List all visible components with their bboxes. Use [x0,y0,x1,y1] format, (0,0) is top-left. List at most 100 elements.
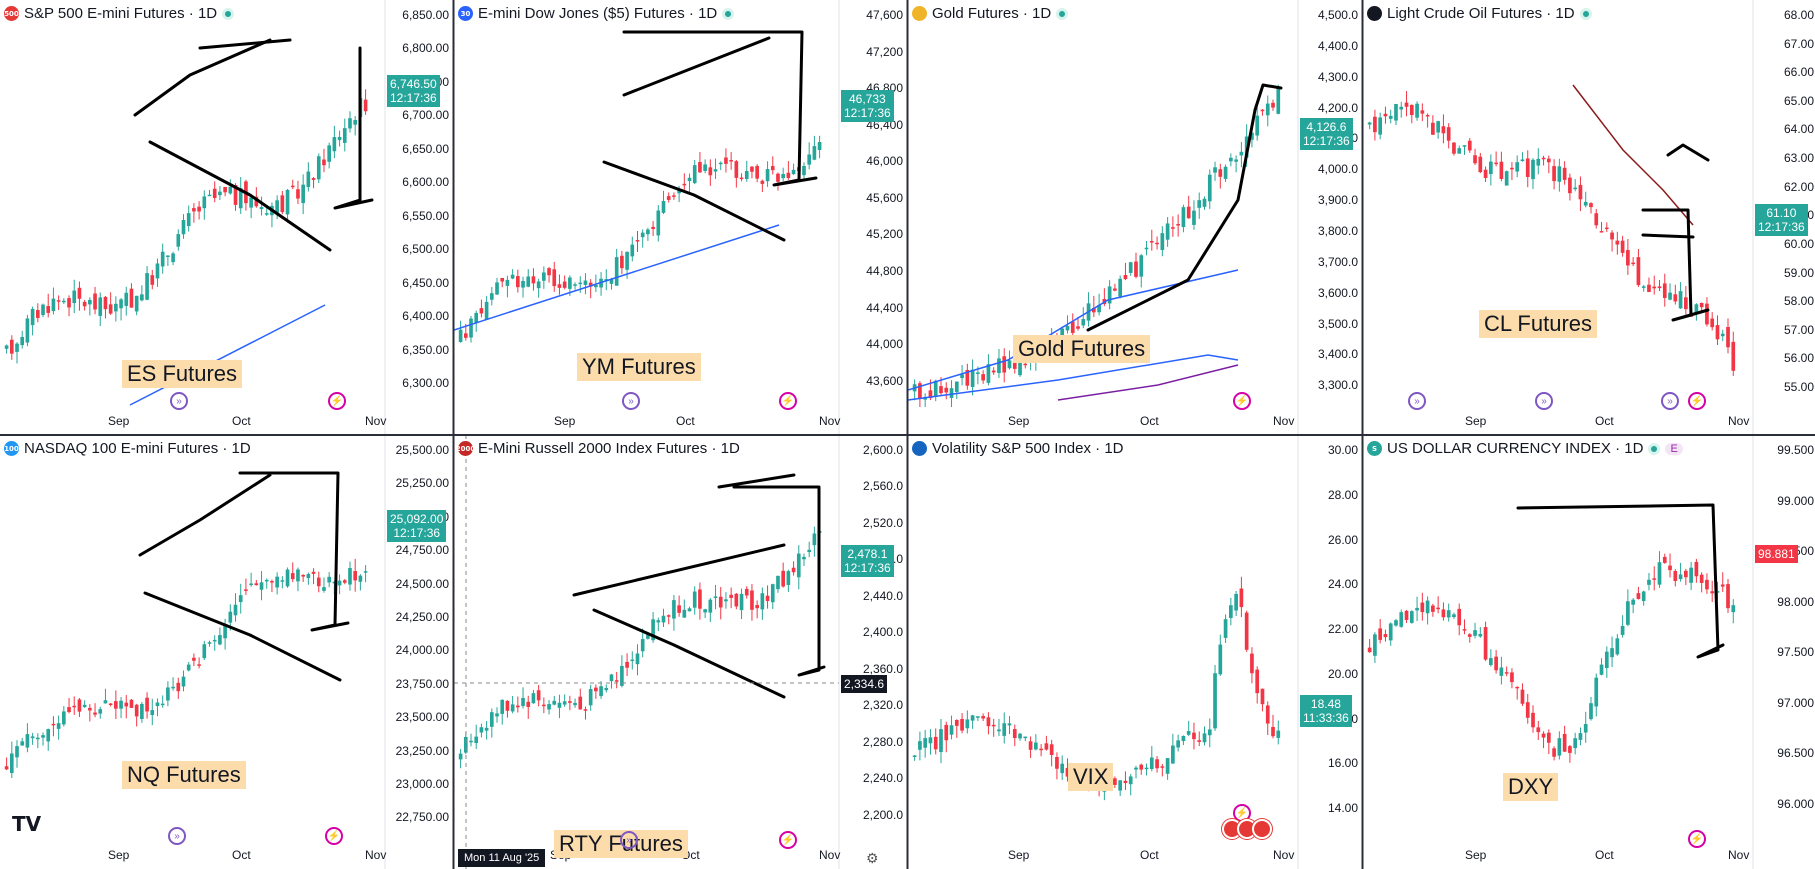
chart-pane-7[interactable]: 30.0028.0026.0024.0022.0020.0018.0016.00… [908,435,1362,869]
symbol-header[interactable]: 2000 E-Mini Russell 2000 Index Futures · … [456,440,740,457]
hand-drawn-annotation [238,471,350,632]
chart-pane-3[interactable]: 4,500.04,400.04,300.04,200.04,100.04,000… [908,0,1362,435]
symbol-icon: 100 [4,441,19,456]
candle [290,179,295,190]
events-lightning-icon[interactable]: ⚡ [328,392,346,410]
replay-forward-icon[interactable]: » [1535,392,1553,410]
symbol-header[interactable]: 100 NASDAQ 100 E-mini Futures · 1D [4,440,251,457]
time-axis-tick: Oct [1595,848,1614,862]
tradingview-logo[interactable]: TV [12,812,42,836]
chart-annotation-label[interactable]: NQ Futures [122,761,246,789]
candlestick-chart[interactable] [1363,0,1815,435]
events-lightning-icon[interactable]: ⚡ [779,831,797,849]
candle [1144,241,1149,256]
price-axis-tick: 25,500.00 [395,443,449,457]
candlestick-chart[interactable] [908,435,1362,869]
time-axis-tick: Nov [1728,848,1750,862]
candle [1250,647,1254,684]
candlestick-chart[interactable] [454,435,907,869]
candle [666,614,671,625]
chart-annotation-label[interactable]: CL Futures [1479,310,1598,338]
replay-forward-icon[interactable]: » [168,827,186,845]
candle [510,269,515,280]
events-lightning-icon[interactable]: ⚡ [1688,830,1706,848]
chart-annotation-label[interactable]: ES Futures [122,360,243,388]
symbol-header[interactable]: Gold Futures · 1D [912,5,1069,22]
market-open-status-icon [1648,442,1661,455]
candle [1060,755,1065,780]
moving-average-line [454,224,780,331]
candle [807,142,812,170]
candle [181,214,186,239]
chart-pane-1[interactable]: 6,850.006,800.006,750.006,700.006,650.00… [0,0,453,435]
price-axis-tick: 2,400.0 [862,625,903,640]
price-axis-tick: 2,320.0 [862,698,903,713]
events-lightning-icon[interactable]: ⚡ [325,827,343,845]
candle [672,192,676,200]
candle [1181,204,1186,233]
candle [949,715,954,740]
candle [1726,578,1730,613]
candle [1546,729,1551,755]
candlestick-chart[interactable] [1363,435,1815,869]
candle [1123,771,1128,791]
chart-pane-4[interactable]: 68.0067.0066.0065.0064.0063.0062.0061.00… [1363,0,1815,435]
candle [218,186,222,201]
symbol-header[interactable]: 30 E-mini Dow Jones ($5) Futures · 1D [458,5,735,22]
candle [98,706,103,719]
candlestick-chart[interactable] [0,435,453,869]
price-axis-tick: 2,600.0 [862,443,903,457]
candle [1731,599,1736,624]
economic-events-flag-icons[interactable] [1222,819,1272,839]
candle [1086,292,1091,327]
candle [1668,553,1672,578]
candlestick-chart[interactable] [0,0,453,435]
events-lightning-icon[interactable]: ⚡ [1688,392,1706,410]
hand-drawn-annotation [622,30,818,187]
replay-forward-icon[interactable]: » [170,392,188,410]
candle [1394,618,1398,627]
candlestick-chart[interactable] [908,0,1362,435]
symbol-header[interactable]: S US DOLLAR CURRENCY INDEX · 1D E [1367,440,1683,457]
candle [526,695,531,719]
chart-annotation-label[interactable]: YM Futures [577,353,701,381]
replay-forward-icon[interactable]: » [620,831,638,849]
candle [1515,686,1520,700]
hand-drawn-annotation [622,36,771,97]
candle [1489,649,1493,667]
last-price-tag: 61.10 12:17:36 [1755,204,1808,236]
candle [72,696,77,715]
candle [202,640,207,661]
candle [521,687,525,709]
candle [301,574,305,582]
candle [353,115,358,136]
symbol-header[interactable]: 500 S&P 500 E-mini Futures · 1D [4,5,235,22]
chart-annotation-label[interactable]: DXY [1503,773,1559,801]
candle [635,644,640,676]
candle [703,159,707,174]
symbol-header[interactable]: Volatility S&P 500 Index · 1D [912,440,1124,457]
replay-forward-icon[interactable]: » [1408,392,1426,410]
chart-pane-5[interactable]: 25,500.0025,250.0025,000.0024,750.0024,5… [0,435,453,869]
symbol-header[interactable]: Light Crude Oil Futures · 1D [1367,5,1592,22]
replay-forward-icon[interactable]: » [1661,392,1679,410]
events-lightning-icon[interactable]: ⚡ [1233,392,1251,410]
events-lightning-icon[interactable]: ⚡ [779,392,797,410]
candle [1726,318,1730,354]
candlestick-chart[interactable] [454,0,907,435]
candle [666,192,671,203]
replay-forward-icon[interactable]: » [622,392,640,410]
hand-drawn-annotation [148,140,332,252]
chart-pane-6[interactable]: 2,600.02,560.02,520.02,480.02,440.02,400… [454,435,907,869]
candle [713,158,718,179]
time-axis-tick: Oct [1140,848,1159,862]
crosshair-price-tag: 2,334.6 [841,675,888,693]
chart-annotation-label[interactable]: VIX [1068,763,1114,791]
chart-pane-8[interactable]: 99.50099.00098.50098.00097.50097.00096.5… [1363,435,1815,869]
chart-pane-2[interactable]: 47,600 47,200 46,800 46,400 46,000 45,600 45,2… [454,0,907,435]
time-axis-tick: Sep [1008,414,1030,428]
settings-gear-icon[interactable]: ⚙ [866,850,879,866]
candle [1510,668,1514,689]
chart-annotation-label[interactable]: Gold Futures [1013,335,1151,363]
candle [1557,158,1562,192]
